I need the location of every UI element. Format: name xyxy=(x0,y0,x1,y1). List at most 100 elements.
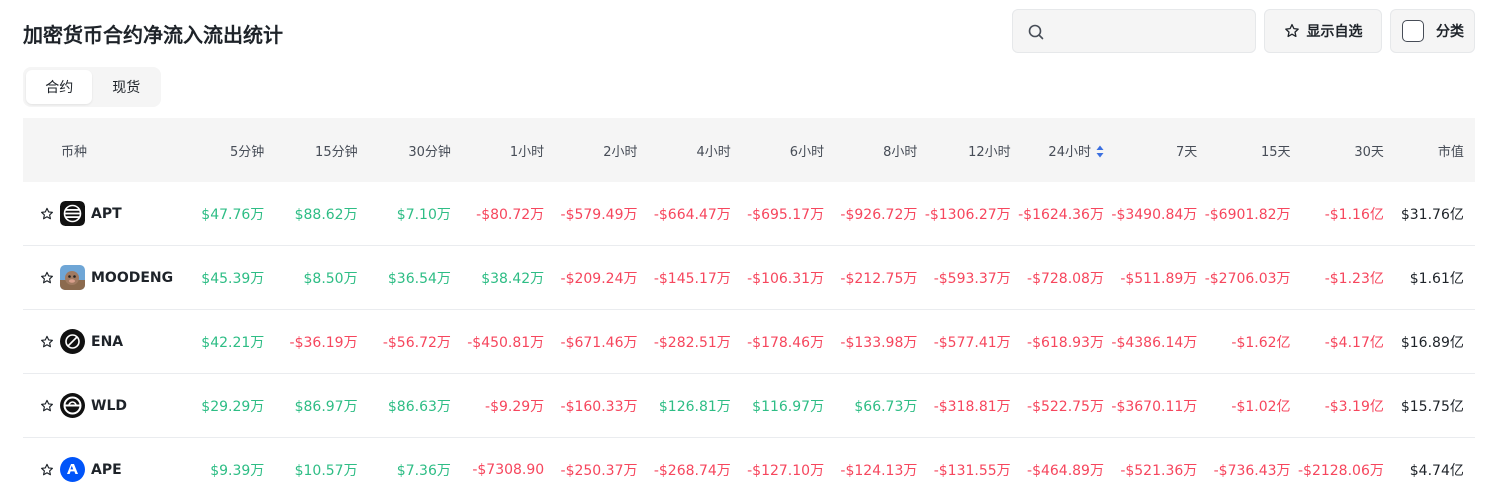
flow-value-15m: $88.62万 xyxy=(294,206,358,223)
column-header-7d[interactable]: 7天 xyxy=(1175,144,1198,160)
flow-value-2h: -$160.33万 xyxy=(560,398,638,415)
market-type-tabs: 合约 现货 xyxy=(23,67,161,107)
flow-value-4h: $126.81万 xyxy=(658,398,731,415)
column-header-12h[interactable]: 12小时 xyxy=(968,144,1011,160)
flow-value-1h: -$9.29万 xyxy=(485,398,545,415)
tab-spot[interactable]: 现货 xyxy=(112,80,141,96)
flow-value-1h: -$80.72万 xyxy=(476,206,545,223)
flow-value-4h: -$145.17万 xyxy=(653,270,731,287)
table-row-apt[interactable]: APT $47.76万 $88.62万 $7.10万 -$80.72万 -$579.49… xyxy=(23,182,1475,246)
column-header-24h[interactable]: 24小时 xyxy=(1011,141,1104,160)
star-outline-icon xyxy=(1284,23,1299,38)
moodeng-logo-icon xyxy=(60,265,85,290)
flow-value-30d: -$2128.06万 xyxy=(1298,462,1384,479)
table-row-moodeng[interactable]: MOODENG $45.39万 $8.50万 $36.54万 $38.42万 -$209… xyxy=(23,246,1475,310)
table-row-ape[interactable]: APE $9.39万 $10.57万 $7.36万 -$7308.90 -$250.37… xyxy=(23,438,1475,492)
favorite-star-icon[interactable] xyxy=(40,335,54,349)
table-row-wld[interactable]: WLD $29.29万 $86.97万 $86.63万 -$9.29万 -$160.33… xyxy=(23,374,1475,438)
tab-futures[interactable]: 合约 xyxy=(26,70,93,104)
category-toggle[interactable]: 分类 xyxy=(1390,9,1475,53)
flow-value-7d: -$3670.11万 xyxy=(1111,398,1198,415)
search-icon xyxy=(1028,24,1044,40)
flow-value-8h: -$926.72万 xyxy=(840,206,918,223)
column-header-4h[interactable]: 4小时 xyxy=(696,144,731,160)
search-input[interactable] xyxy=(1053,18,1249,44)
coin-symbol[interactable]: APE xyxy=(91,461,122,478)
market-cap-value: $16.89亿 xyxy=(1400,334,1464,351)
category-checkbox[interactable] xyxy=(1402,20,1424,42)
flow-value-2h: -$579.49万 xyxy=(560,206,638,223)
table-header: 币种 5分钟 15分钟 30分钟 1小时 2小时 4小时 6小时 8小时 12小… xyxy=(23,118,1475,182)
flow-value-1h: $38.42万 xyxy=(481,270,545,287)
flow-value-7d: -$4386.14万 xyxy=(1111,334,1198,351)
flow-value-5m: $45.39万 xyxy=(201,270,265,287)
column-header-coin[interactable]: 币种 xyxy=(61,144,88,160)
flow-value-30m: -$56.72万 xyxy=(382,334,451,351)
flow-value-30m: $7.36万 xyxy=(396,462,451,479)
flow-value-15d: -$2706.03万 xyxy=(1204,270,1291,287)
flow-value-15m: $8.50万 xyxy=(303,270,358,287)
search-box[interactable] xyxy=(1012,9,1256,53)
flow-value-1h: -$450.81万 xyxy=(467,334,545,351)
flow-value-4h: -$282.51万 xyxy=(653,334,731,351)
column-header-30m[interactable]: 30分钟 xyxy=(408,144,451,160)
flow-value-30d: -$3.19亿 xyxy=(1324,398,1384,415)
flow-value-15d: -$1.02亿 xyxy=(1231,398,1291,415)
flow-value-30d: -$4.17亿 xyxy=(1324,334,1384,351)
coin-cell: APT xyxy=(23,201,171,226)
flow-value-24h: -$464.89万 xyxy=(1027,462,1104,479)
coin-cell: ENA xyxy=(23,329,171,354)
apt-logo-icon xyxy=(60,201,85,226)
column-header-2h[interactable]: 2小时 xyxy=(603,144,638,160)
flow-value-2h: -$250.37万 xyxy=(560,462,638,479)
flow-value-12h: -$577.41万 xyxy=(933,334,1011,351)
ape-logo-icon xyxy=(60,457,85,482)
market-cap-value: $4.74亿 xyxy=(1409,462,1464,479)
favorite-star-icon[interactable] xyxy=(40,207,54,221)
favorite-star-icon[interactable] xyxy=(40,463,54,477)
flow-value-6h: $116.97万 xyxy=(752,398,825,415)
favorite-star-icon[interactable] xyxy=(40,271,54,285)
column-header-8h[interactable]: 8小时 xyxy=(883,144,918,160)
flow-table: 币种 5分钟 15分钟 30分钟 1小时 2小时 4小时 6小时 8小时 12小… xyxy=(23,118,1475,492)
column-header-1h[interactable]: 1小时 xyxy=(509,144,545,160)
table-row-ena[interactable]: ENA $42.21万 -$36.19万 -$56.72万 -$450.81万 -$67… xyxy=(23,310,1475,374)
favorite-star-icon[interactable] xyxy=(40,399,54,413)
coin-symbol[interactable]: MOODENG xyxy=(91,269,174,286)
column-header-15m[interactable]: 15分钟 xyxy=(315,144,358,160)
flow-value-8h: -$212.75万 xyxy=(840,270,918,287)
flow-value-5m: $47.76万 xyxy=(201,206,265,223)
flow-value-8h: -$133.98万 xyxy=(840,334,918,351)
flow-value-5m: $42.21万 xyxy=(201,334,265,351)
table-body: APT $47.76万 $88.62万 $7.10万 -$80.72万 -$579.49… xyxy=(23,182,1475,492)
flow-value-2h: -$209.24万 xyxy=(560,270,638,287)
coin-symbol[interactable]: WLD xyxy=(91,397,127,414)
column-header-30d[interactable]: 30天 xyxy=(1354,144,1384,160)
column-header-6h[interactable]: 6小时 xyxy=(789,144,825,160)
column-header-5m[interactable]: 5分钟 xyxy=(230,144,265,160)
flow-value-15m: $10.57万 xyxy=(294,462,358,479)
coin-cell: APE xyxy=(23,457,171,482)
coin-symbol[interactable]: APT xyxy=(91,205,122,222)
column-header-24h-label: 24小时 xyxy=(1048,144,1091,160)
flow-value-6h: -$106.31万 xyxy=(747,270,825,287)
flow-value-12h: -$318.81万 xyxy=(933,398,1011,415)
flow-value-4h: -$268.74万 xyxy=(653,462,731,479)
column-header-market-cap[interactable]: 市值 xyxy=(1437,144,1464,160)
show-favorites-button[interactable]: 显示自选 xyxy=(1264,9,1382,53)
flow-value-24h: -$618.93万 xyxy=(1027,334,1104,351)
flow-value-6h: -$695.17万 xyxy=(747,206,825,223)
coin-symbol[interactable]: ENA xyxy=(91,333,124,350)
flow-value-30m: $36.54万 xyxy=(387,270,451,287)
flow-value-15m: -$36.19万 xyxy=(289,334,358,351)
column-header-15d[interactable]: 15天 xyxy=(1261,144,1291,160)
flow-value-24h: -$522.75万 xyxy=(1027,398,1104,415)
coin-cell: WLD xyxy=(23,393,171,418)
sort-icon xyxy=(1096,145,1104,157)
flow-value-6h: -$127.10万 xyxy=(747,462,825,479)
flow-value-15d: -$1.62亿 xyxy=(1231,334,1291,351)
flow-value-7d: -$521.36万 xyxy=(1120,462,1198,479)
wld-logo-icon xyxy=(60,393,85,418)
flow-value-15d: -$736.43万 xyxy=(1213,462,1291,479)
